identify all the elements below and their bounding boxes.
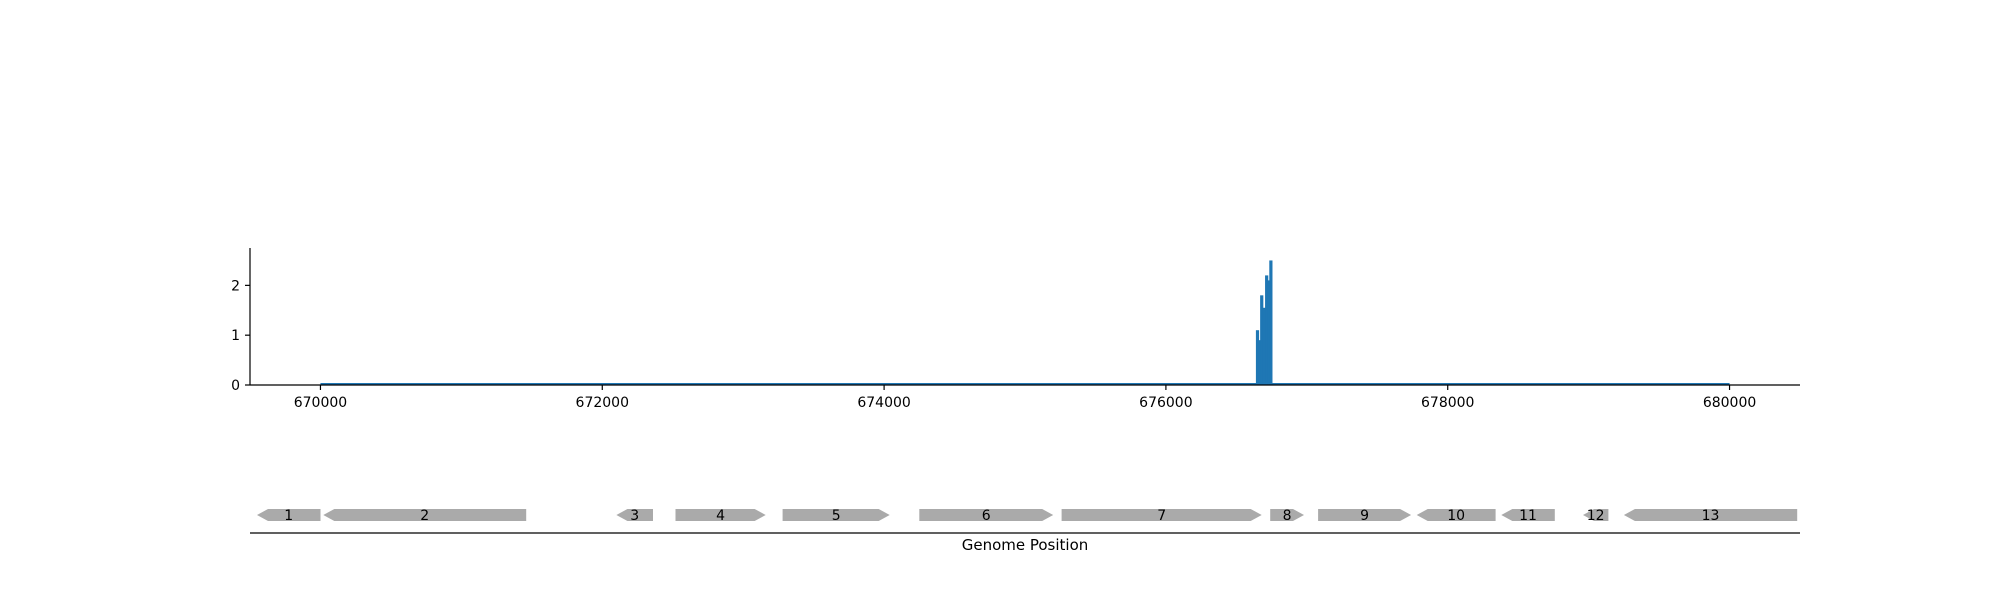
x-tick-label: 670000 <box>294 395 347 411</box>
gene-label: 5 <box>832 508 841 524</box>
x-tick-label: 672000 <box>576 395 629 411</box>
gene-arrow <box>919 509 1054 521</box>
gene-arrow <box>1270 509 1304 521</box>
gene-label: 2 <box>420 508 429 524</box>
gene-arrow <box>1501 509 1555 521</box>
gene-arrow <box>616 509 653 521</box>
gene-arrow <box>323 509 527 521</box>
gene-label: 8 <box>1283 508 1292 524</box>
gene-panel: 1 2 3 4 5 6 7 8 9 10 11 12 13 Genome Position <box>250 508 1800 554</box>
gene-label: 12 <box>1587 508 1605 524</box>
coverage-bars <box>1255 260 1273 385</box>
gene-label: 10 <box>1447 508 1465 524</box>
gene-label: 4 <box>716 508 725 524</box>
x-tick-label: 680000 <box>1703 395 1756 411</box>
gene-arrow <box>1318 509 1412 521</box>
coverage-bar <box>1258 340 1262 385</box>
y-tick-label: 0 <box>231 378 240 394</box>
gene-label: 13 <box>1702 508 1720 524</box>
gene-arrow <box>1623 509 1798 521</box>
x-axis-title: Genome Position <box>962 536 1089 554</box>
coverage-bar <box>1269 260 1273 385</box>
y-tick-label: 2 <box>231 278 240 294</box>
coverage-bar <box>1265 275 1269 385</box>
coverage-x-ticks: 670000 672000 674000 676000 678000 680000 <box>294 385 1756 411</box>
gene-arrow <box>782 509 890 521</box>
coverage-y-ticks: 0 1 2 <box>231 278 250 394</box>
x-tick-label: 676000 <box>1139 395 1192 411</box>
gene-arrow <box>257 509 321 521</box>
coverage-bar <box>1260 295 1264 385</box>
coverage-bar <box>1267 280 1271 385</box>
y-tick-label: 1 <box>231 328 240 344</box>
gene-label: 9 <box>1360 508 1369 524</box>
gene-arrows: 1 2 3 4 5 6 7 8 9 10 11 12 13 <box>257 508 1798 524</box>
coverage-bar <box>1255 330 1260 385</box>
x-tick-label: 678000 <box>1421 395 1474 411</box>
coverage-bar <box>1262 307 1267 385</box>
gene-label: 11 <box>1519 508 1537 524</box>
gene-arrow <box>1416 509 1496 521</box>
gene-arrow <box>1583 509 1609 521</box>
gene-arrow <box>675 509 766 521</box>
gene-label: 6 <box>982 508 991 524</box>
coverage-panel: 670000 672000 674000 676000 678000 680000 0 1 2 <box>231 248 1800 411</box>
gene-label: 7 <box>1157 508 1166 524</box>
gene-label: 1 <box>284 508 293 524</box>
gene-arrow <box>1061 509 1262 521</box>
gene-label: 3 <box>630 508 639 524</box>
x-tick-label: 674000 <box>857 395 910 411</box>
